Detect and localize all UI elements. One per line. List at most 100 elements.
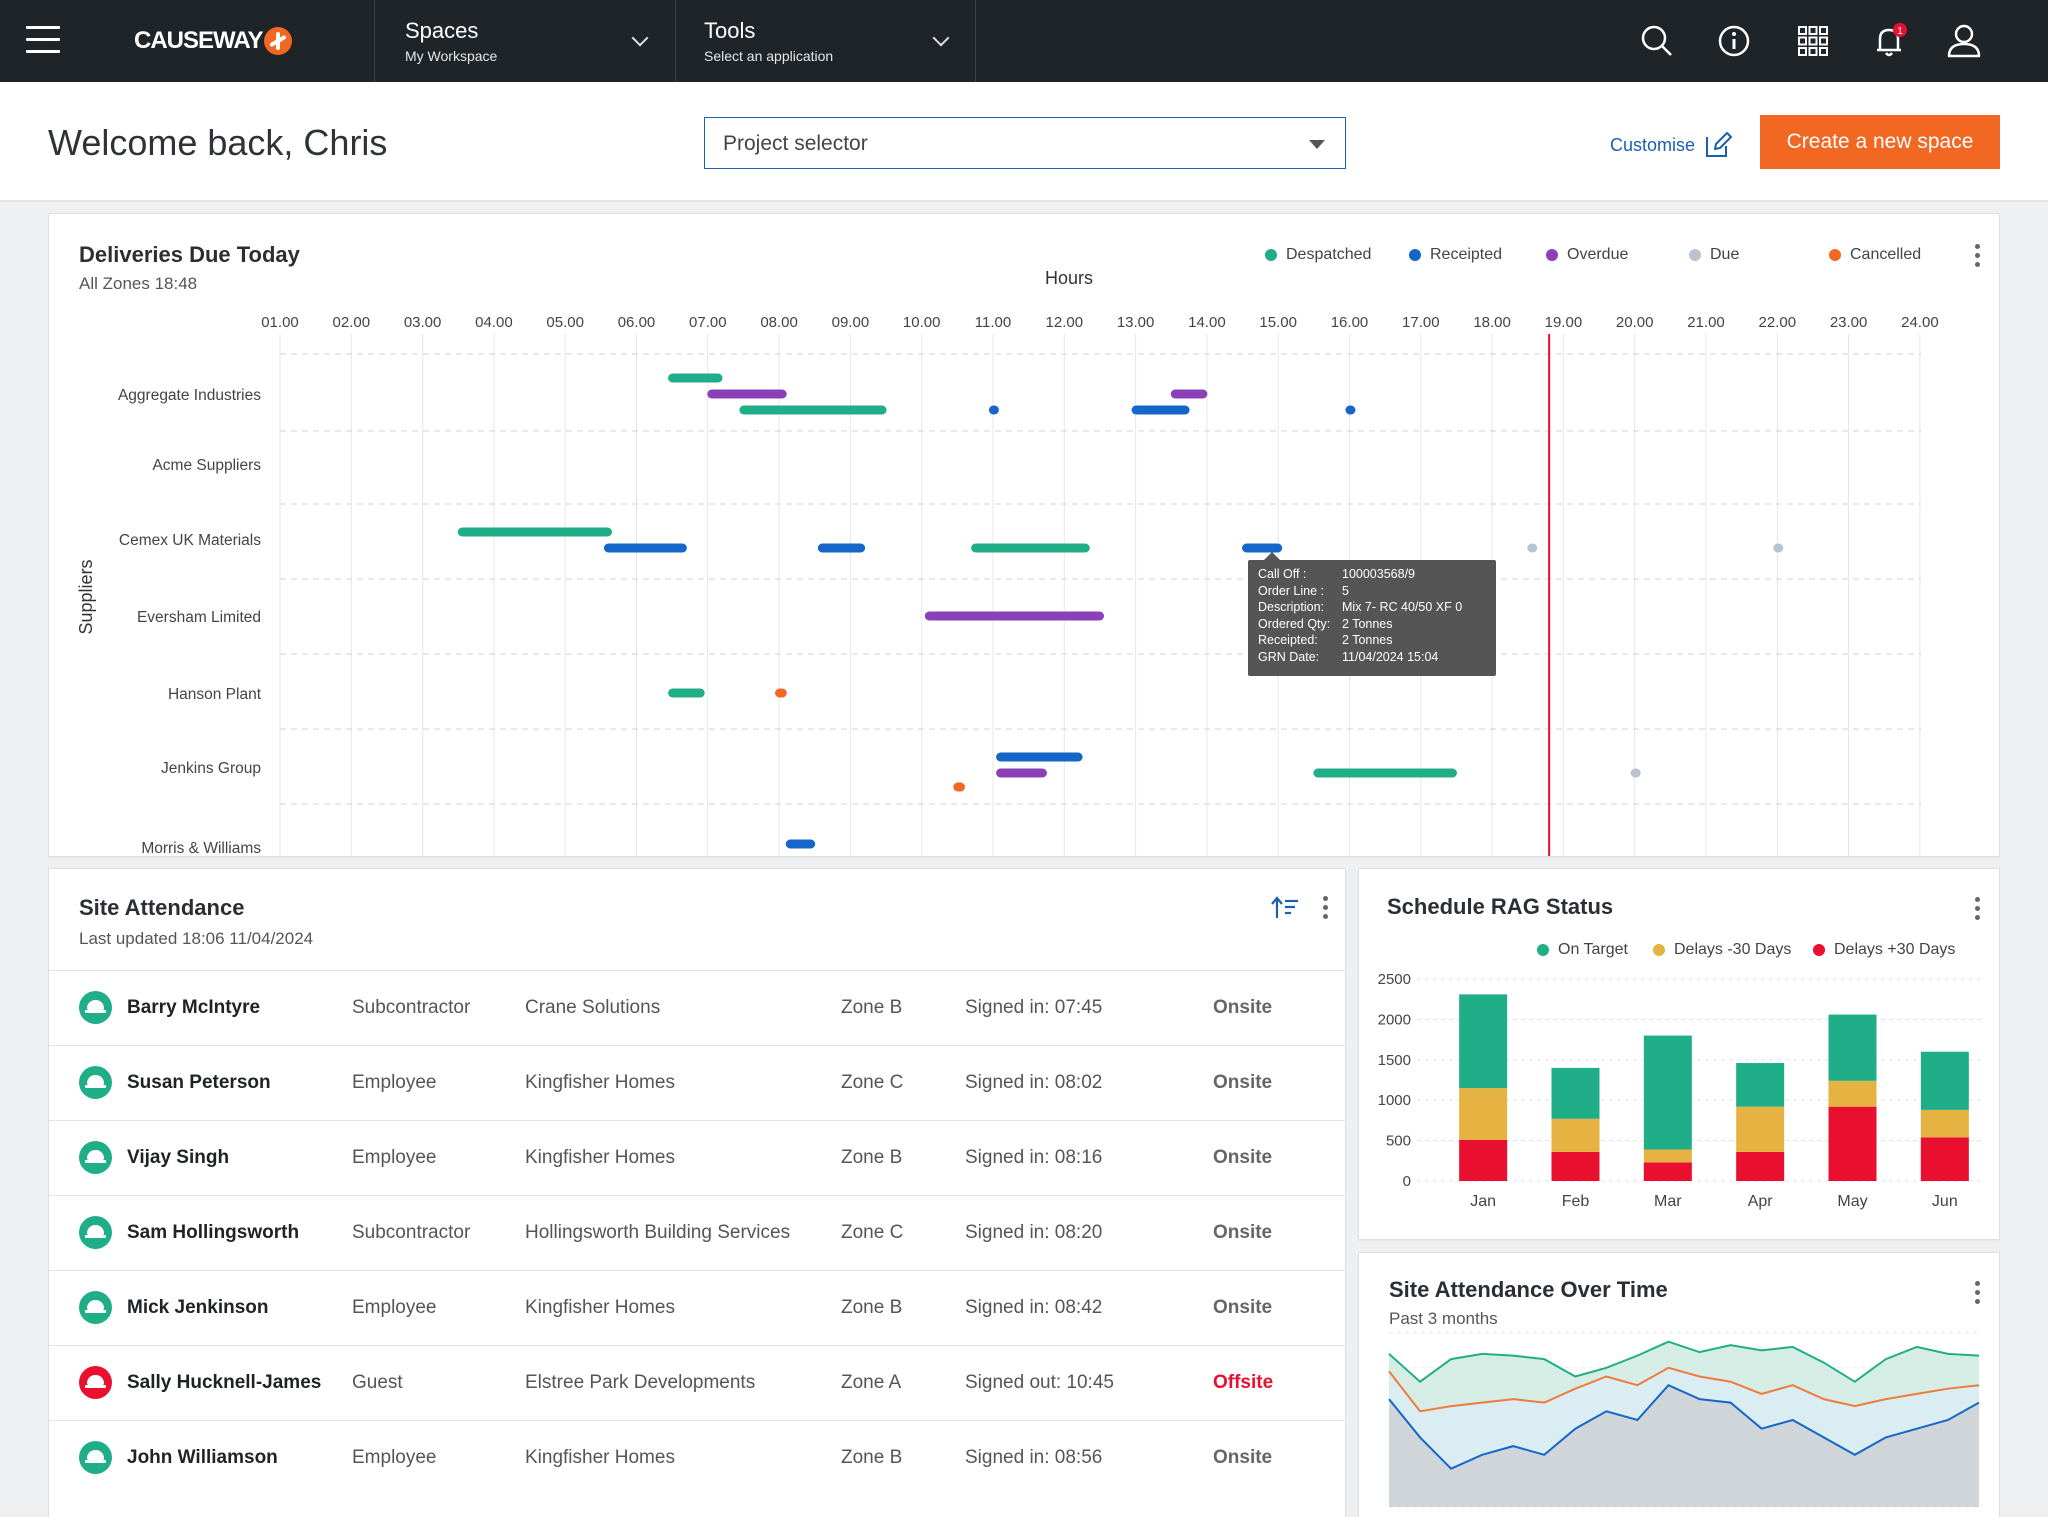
tooltip-row: Ordered Qty: 2 Tonnes xyxy=(1258,616,1486,633)
rag-bar-segment[interactable] xyxy=(1736,1063,1785,1107)
attendance-row[interactable]: Barry McIntyre Subcontractor Crane Solutio… xyxy=(49,970,1345,1045)
rag-bar-segment[interactable] xyxy=(1643,1035,1692,1150)
create-new-space-button[interactable]: Create a new space xyxy=(1760,115,2000,169)
rag-bar-segment[interactable] xyxy=(1828,1014,1877,1081)
tooltip-value: 2 Tonnes xyxy=(1342,616,1393,631)
gantt-row-label: Acme Suppliers xyxy=(152,457,261,474)
customise-label: Customise xyxy=(1610,134,1696,155)
gantt-x-tick-label: 18.00 xyxy=(1473,314,1511,331)
apps-grid-icon[interactable] xyxy=(1792,20,1834,62)
rag-bar-segment[interactable] xyxy=(1551,1118,1600,1152)
attendee-signed-time: Signed in: 08:42 xyxy=(965,1297,1103,1318)
attendee-name: Susan Peterson xyxy=(127,1072,271,1093)
tooltip-value: 5 xyxy=(1342,583,1349,598)
attendance-row[interactable]: John Williamson Employee Kingfisher Homes Z… xyxy=(49,1420,1345,1495)
rag-y-tick-label: 2000 xyxy=(1378,1011,1411,1028)
legend-label: On Target xyxy=(1558,941,1628,958)
info-icon[interactable] xyxy=(1713,20,1755,62)
project-selector-label: Project selector xyxy=(723,132,868,155)
legend-despatched[interactable]: Despatched xyxy=(1265,246,1371,264)
caret-down-icon xyxy=(1309,140,1325,149)
gantt-row-label: Hanson Plant xyxy=(168,686,262,703)
rag-bar-segment[interactable] xyxy=(1828,1080,1877,1107)
gantt-x-tick-label: 01.00 xyxy=(261,314,299,331)
attendee-signed-time: Signed in: 08:16 xyxy=(965,1147,1103,1168)
deliveries-more-options-icon[interactable] xyxy=(1973,244,1981,270)
attendee-zone: Zone C xyxy=(841,1222,904,1243)
notification-count: 1 xyxy=(1897,26,1903,37)
spaces-subtitle: My Workspace xyxy=(405,48,498,64)
area-fill-base xyxy=(1389,1385,1979,1507)
rag-x-tick-label: Jun xyxy=(1932,1193,1958,1210)
tools-menu[interactable]: Tools Select an application xyxy=(704,0,974,82)
legend-delays-plus-30[interactable]: Delays +30 Days xyxy=(1813,941,1955,959)
legend-cancelled[interactable]: Cancelled xyxy=(1829,246,1921,264)
rag-bar-segment[interactable] xyxy=(1459,994,1508,1089)
attendee-company: Kingfisher Homes xyxy=(525,1072,675,1093)
tooltip-row: Order Line : 5 xyxy=(1258,583,1486,600)
legend-label: Due xyxy=(1710,246,1740,263)
rag-bar-segment[interactable] xyxy=(1920,1109,1969,1138)
attendee-zone: Zone B xyxy=(841,1147,903,1168)
site-attendance-subtitle: Last updated 18:06 11/04/2024 xyxy=(79,929,314,948)
attendance-row[interactable]: Sam Hollingsworth Subcontractor Hollingswo… xyxy=(49,1195,1345,1270)
attendance-row[interactable]: Susan Peterson Employee Kingfisher Homes Zo… xyxy=(49,1045,1345,1120)
rag-bar-segment[interactable] xyxy=(1920,1137,1969,1181)
attendee-company: Kingfisher Homes xyxy=(525,1297,675,1318)
area-series-line[interactable] xyxy=(1388,1366,1980,1413)
rag-bar-segment[interactable] xyxy=(1643,1162,1692,1181)
area-series-line[interactable] xyxy=(1388,1383,1980,1470)
menu-icon[interactable] xyxy=(26,26,60,54)
gantt-row-label: Cemex UK Materials xyxy=(119,532,261,549)
legend-delays-minus-30[interactable]: Delays -30 Days xyxy=(1653,941,1791,959)
causeway-logo[interactable]: CAUSEWAY xyxy=(134,24,293,58)
rag-bar-segment[interactable] xyxy=(1736,1151,1785,1181)
gantt-x-tick-label: 11.00 xyxy=(975,314,1011,331)
rag-bar-segment[interactable] xyxy=(1551,1067,1600,1119)
schedule-rag-bar-chart: 0 500 1000 1500 2000 2500 Jan Feb Mar Apr May Jun xyxy=(1378,971,1981,1210)
legend-dot-delays-minus-30-icon xyxy=(1653,944,1665,956)
attendee-signed-time: Signed in: 08:20 xyxy=(965,1222,1103,1243)
spaces-menu[interactable]: Spaces My Workspace xyxy=(405,0,675,82)
search-icon[interactable] xyxy=(1636,20,1678,62)
rag-bar-segment[interactable] xyxy=(1643,1149,1692,1163)
legend-receipted[interactable]: Receipted xyxy=(1409,246,1502,264)
rag-more-options-icon[interactable] xyxy=(1973,897,1981,923)
attendee-company: Kingfisher Homes xyxy=(525,1447,675,1468)
rag-bar-segment[interactable] xyxy=(1459,1088,1508,1140)
rag-bar-segment[interactable] xyxy=(1828,1106,1877,1181)
rag-bar-segment[interactable] xyxy=(1920,1051,1969,1110)
tooltip-row: GRN Date: 11/04/2024 15:04 xyxy=(1258,649,1486,666)
attendee-zone: Zone C xyxy=(841,1072,904,1093)
user-profile-icon[interactable] xyxy=(1943,20,1985,62)
tools-subtitle: Select an application xyxy=(704,48,834,64)
gantt-x-tick-label: 06.00 xyxy=(618,314,656,331)
rag-bar-segment[interactable] xyxy=(1459,1139,1508,1181)
deliveries-title: Deliveries Due Today xyxy=(79,242,300,267)
legend-on-target[interactable]: On Target xyxy=(1537,941,1628,959)
tooltip-value: 100003568/9 xyxy=(1342,567,1415,581)
attendance-row[interactable]: Mick Jenkinson Employee Kingfisher Homes Zo… xyxy=(49,1270,1345,1345)
rag-bar-segment[interactable] xyxy=(1551,1151,1600,1181)
rag-bar-segment[interactable] xyxy=(1736,1106,1785,1152)
customise-link[interactable]: Customise xyxy=(1610,131,1733,159)
site-attendance-more-options-icon[interactable] xyxy=(1321,896,1329,922)
attendance-over-time-more-options-icon[interactable] xyxy=(1973,1281,1981,1307)
site-attendance-card: Site Attendance Last updated 18:06 11/04… xyxy=(48,868,1346,1517)
divider xyxy=(975,0,976,82)
area-series-line[interactable] xyxy=(1388,1340,1980,1384)
attendee-status: Onsite xyxy=(1213,997,1273,1018)
attendee-role: Guest xyxy=(352,1372,403,1393)
gantt-x-tick-label: 23.00 xyxy=(1830,314,1868,331)
notifications-bell-icon[interactable]: 1 xyxy=(1869,20,1911,62)
attendee-company: Hollingsworth Building Services xyxy=(525,1222,791,1243)
project-selector-dropdown[interactable]: Project selector xyxy=(704,117,1346,169)
attendance-row[interactable]: Vijay Singh Employee Kingfisher Homes Zone … xyxy=(49,1120,1345,1195)
legend-due[interactable]: Due xyxy=(1689,246,1739,264)
attendee-status: Offsite xyxy=(1213,1372,1274,1393)
attendance-row[interactable]: Sally Hucknell-James Guest Elstree Park De… xyxy=(49,1345,1345,1420)
sort-icon[interactable] xyxy=(1271,896,1299,920)
legend-overdue[interactable]: Overdue xyxy=(1546,246,1628,264)
legend-dot-cancelled-icon xyxy=(1829,249,1841,261)
gantt-x-tick-label: 10.00 xyxy=(903,314,941,331)
